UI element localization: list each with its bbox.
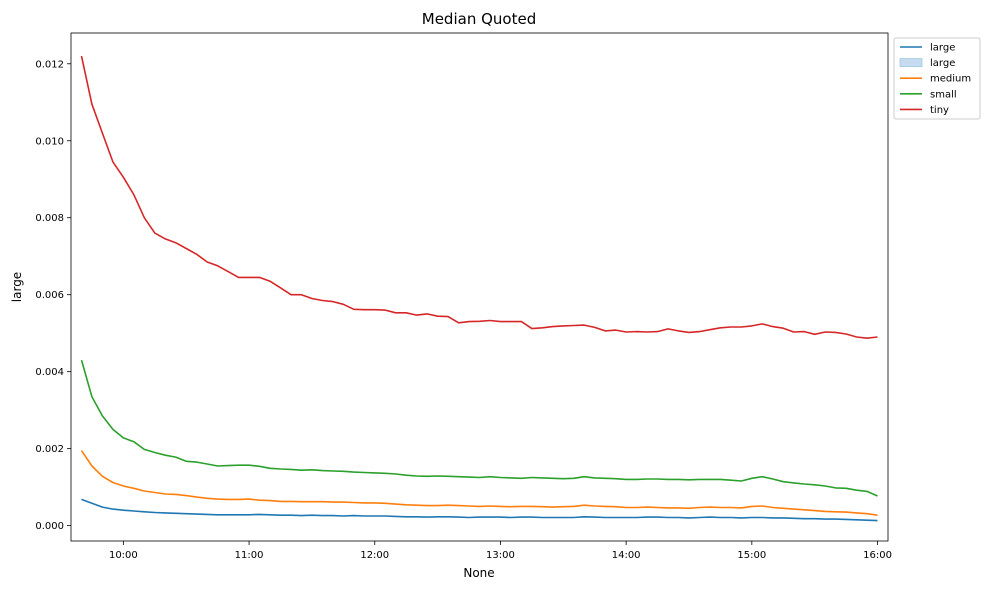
legend-label: large (930, 43, 955, 54)
legend-swatch-large-band (899, 58, 923, 67)
legend-label: small (930, 89, 957, 100)
x-tick-label: 11:00 (235, 550, 264, 561)
y-tick-label: 0.008 (35, 213, 64, 224)
series-line-medium (80, 450, 878, 516)
y-tick-label: 0.002 (35, 444, 64, 455)
plot-frame (70, 32, 889, 542)
series-line-tiny (80, 55, 878, 340)
x-tick-label: 12:00 (360, 550, 389, 561)
series-line-large (81, 498, 878, 522)
chart-title: Median Quoted (422, 10, 536, 28)
x-tick-label: 16:00 (863, 550, 892, 561)
legend: large large medium small tiny (893, 37, 981, 120)
x-axis: 10:00 11:00 12:00 13:00 14:00 15:00 16:00 (109, 541, 892, 561)
x-tick-label: 14:00 (612, 550, 641, 561)
y-axis: 0.000 0.002 0.004 0.006 0.008 0.010 0.012 (35, 59, 71, 532)
series-line-small (80, 359, 878, 497)
plot-lines (80, 55, 878, 522)
x-tick-label: 10:00 (109, 550, 138, 561)
x-axis-title: None (463, 566, 494, 580)
y-tick-label: 0.010 (35, 136, 64, 147)
y-tick-label: 0.006 (35, 290, 64, 301)
legend-label: large (930, 58, 955, 69)
y-axis-title: large (10, 272, 24, 302)
y-tick-label: 0.004 (35, 367, 64, 378)
x-tick-label: 15:00 (737, 550, 766, 561)
legend-label: medium (930, 74, 971, 85)
y-tick-label: 0.000 (35, 521, 64, 532)
legend-label: tiny (930, 105, 949, 116)
y-tick-label: 0.012 (35, 59, 64, 70)
x-tick-label: 13:00 (486, 550, 515, 561)
